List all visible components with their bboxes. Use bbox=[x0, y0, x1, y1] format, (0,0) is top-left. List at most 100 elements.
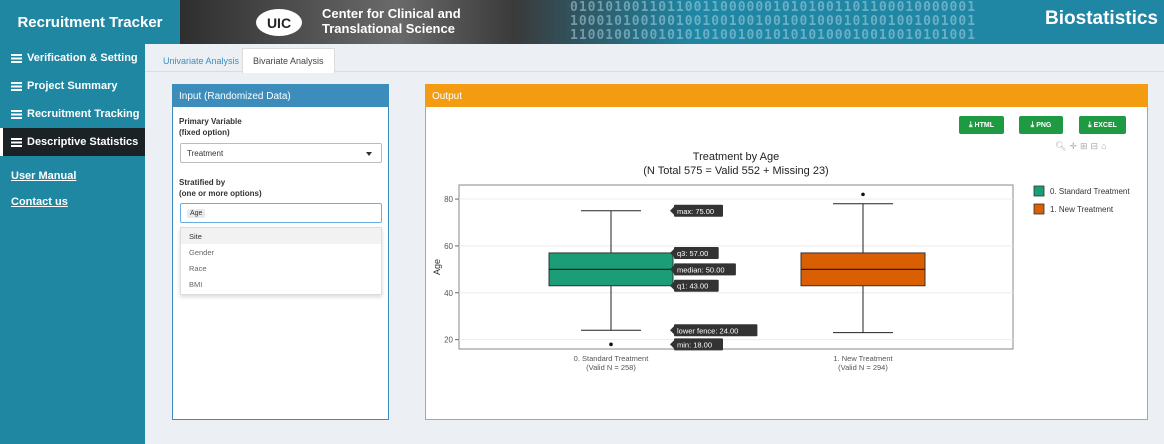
uic-logo: UIC bbox=[256, 9, 302, 36]
download-icon: ⤓ bbox=[969, 120, 973, 129]
tooltip-box bbox=[674, 263, 736, 276]
tooltip-pointer bbox=[670, 206, 674, 215]
sidebar-item-project-summary[interactable]: Project Summary bbox=[0, 72, 145, 100]
banner-center-name: Center for Clinical and Translational Sc… bbox=[322, 6, 461, 36]
y-tick-label: 60 bbox=[444, 242, 453, 251]
primary-variable-sublabel: (fixed option) bbox=[179, 128, 230, 137]
tooltip-pointer bbox=[670, 281, 674, 290]
dropdown-option-gender[interactable]: Gender bbox=[189, 247, 215, 257]
sidebar-item-label: Descriptive Statistics bbox=[27, 136, 139, 148]
tooltip-label: max: 75.00 bbox=[677, 207, 714, 216]
home-icon[interactable]: ⌂ bbox=[1101, 141, 1110, 151]
legend-swatch bbox=[1033, 203, 1045, 215]
input-panel-title: Input (Randomized Data) bbox=[173, 85, 388, 107]
pan-icon[interactable]: ✛ bbox=[1069, 141, 1080, 151]
download-png-label: PNG bbox=[1036, 121, 1052, 129]
dropdown-option-bmi[interactable]: BMI bbox=[189, 279, 203, 289]
app-title: Recruitment Tracker bbox=[0, 0, 180, 44]
analysis-tabs: Univariate Analysis Bivariate Analysis bbox=[145, 44, 1164, 73]
boxes bbox=[548, 192, 926, 347]
download-icon: ⤓ bbox=[1030, 120, 1035, 129]
tooltip-label: median: 50.00 bbox=[677, 265, 725, 274]
primary-variable-label: Primary Variable bbox=[179, 117, 242, 126]
tooltip-pointer bbox=[670, 340, 674, 349]
table-icon bbox=[11, 109, 22, 119]
outlier-point bbox=[609, 342, 613, 347]
caret-down-icon bbox=[366, 152, 372, 156]
download-html-button[interactable]: ⤓ HTML bbox=[959, 116, 1004, 134]
stratified-by-sublabel: (one or more options) bbox=[179, 189, 262, 198]
tooltip-box bbox=[674, 324, 758, 337]
download-png-button[interactable]: ⤓ PNG bbox=[1019, 116, 1063, 134]
y-tick-label: 20 bbox=[444, 336, 453, 345]
x-tick-sublabel: (Valid N = 294) bbox=[838, 363, 888, 372]
tooltip-label: q3: 57.00 bbox=[677, 249, 708, 258]
tooltip-pointer bbox=[670, 326, 674, 335]
tooltip-label: min: 18.00 bbox=[677, 340, 712, 349]
zoom-icon[interactable]: 🔍︎ bbox=[1055, 141, 1070, 151]
primary-variable-value: Treatment bbox=[187, 148, 224, 158]
tooltip-pointer bbox=[670, 248, 674, 257]
input-panel: Input (Randomized Data) Primary Variable… bbox=[172, 84, 389, 420]
tooltip-label: lower fence: 24.00 bbox=[677, 326, 738, 335]
table-icon bbox=[11, 53, 22, 63]
download-icon: ⤓ bbox=[1088, 120, 1092, 129]
banner: 0101010011011001100000010101001101100010… bbox=[180, 0, 1164, 44]
output-panel-title: Output bbox=[426, 85, 1147, 107]
tooltip-label: q1: 43.00 bbox=[677, 282, 708, 291]
x-tick-label: 1. New Treatment bbox=[833, 354, 893, 363]
zoom-out-icon[interactable]: ⊟ bbox=[1090, 141, 1102, 151]
x-axis: 0. Standard Treatment(Valid N = 258) 1. N… bbox=[574, 354, 894, 372]
gridlines bbox=[459, 198, 1013, 341]
tooltip-pointer bbox=[670, 265, 674, 274]
sidebar-item-label: Recruitment Tracking bbox=[27, 108, 140, 120]
sidebar-item-recruitment-tracking[interactable]: Recruitment Tracking bbox=[0, 100, 145, 128]
x-tick-label: 0. Standard Treatment bbox=[574, 354, 650, 363]
tab-univariate-analysis[interactable]: Univariate Analysis bbox=[163, 55, 240, 66]
y-tick-label: 40 bbox=[444, 289, 453, 298]
chart-title: Treatment by Age bbox=[693, 151, 779, 163]
legend: 0. Standard Treatment 1. New Treatment bbox=[1033, 185, 1130, 215]
table-icon bbox=[11, 137, 22, 147]
stratified-by-multiselect[interactable]: Age bbox=[180, 203, 382, 223]
legend-label: 1. New Treatment bbox=[1050, 205, 1114, 214]
banner-biostatistics: Biostatistics bbox=[1045, 8, 1158, 29]
sidebar-item-label: Project Summary bbox=[27, 80, 118, 92]
stratified-by-dropdown: Site Gender Race BMI bbox=[180, 227, 382, 295]
x-tick-sublabel: (Valid N = 258) bbox=[586, 363, 636, 372]
contact-us-link[interactable]: Contact us bbox=[11, 196, 68, 208]
y-axis: 20 40 60 80 bbox=[444, 195, 459, 345]
banner-line-1: Center for Clinical and bbox=[322, 6, 461, 21]
plot-toolbar: 🔍︎✛⊞⊟⌂ bbox=[1055, 141, 1110, 152]
tooltip-box bbox=[674, 279, 719, 292]
y-axis-label: Age bbox=[432, 259, 442, 275]
banner-line-2: Translational Science bbox=[322, 21, 455, 36]
sidebar-item-label: Verification & Setting bbox=[27, 52, 138, 64]
stratified-by-label: Stratified by bbox=[179, 178, 226, 187]
download-excel-button[interactable]: ⤓ EXCEL bbox=[1079, 116, 1126, 134]
hover-tooltips: max: 75.00 q3: 57.00 median: 50.00 q1: 43.0… bbox=[670, 204, 758, 351]
dropdown-option-race[interactable]: Race bbox=[189, 263, 207, 273]
banner-binary-pattern: 0101010011011001100000010101001101100010… bbox=[570, 0, 977, 43]
tab-bivariate-analysis[interactable]: Bivariate Analysis bbox=[242, 48, 335, 73]
tooltip-box bbox=[674, 246, 719, 259]
download-html-label: HTML bbox=[974, 121, 994, 129]
legend-label: 0. Standard Treatment bbox=[1050, 187, 1130, 196]
table-icon bbox=[11, 81, 22, 91]
dropdown-option-site[interactable]: Site bbox=[181, 228, 381, 244]
primary-variable-select[interactable]: Treatment bbox=[180, 143, 382, 163]
tooltip-box bbox=[674, 338, 723, 351]
download-excel-label: EXCEL bbox=[1093, 121, 1117, 129]
output-panel: Output ⤓ HTML ⤓ PNG ⤓ EXCEL 🔍︎✛⊞⊟⌂ Treatmen… bbox=[425, 84, 1148, 420]
outlier-point bbox=[861, 192, 865, 197]
tooltip-box bbox=[674, 204, 723, 217]
legend-swatch bbox=[1033, 185, 1045, 197]
zoom-in-icon[interactable]: ⊞ bbox=[1079, 141, 1091, 151]
sidebar-item-descriptive-statistics[interactable]: Descriptive Statistics bbox=[0, 128, 145, 156]
boxplot-chart: Treatment by Age (N Total 575 = Valid 55… bbox=[432, 151, 1130, 372]
y-tick-label: 80 bbox=[444, 195, 453, 204]
user-manual-link[interactable]: User Manual bbox=[11, 170, 77, 182]
sidebar-item-verification[interactable]: Verification & Setting bbox=[0, 44, 145, 72]
selected-chip-age[interactable]: Age bbox=[187, 208, 206, 218]
sidebar: Verification & Setting Project Summary R… bbox=[0, 44, 145, 444]
